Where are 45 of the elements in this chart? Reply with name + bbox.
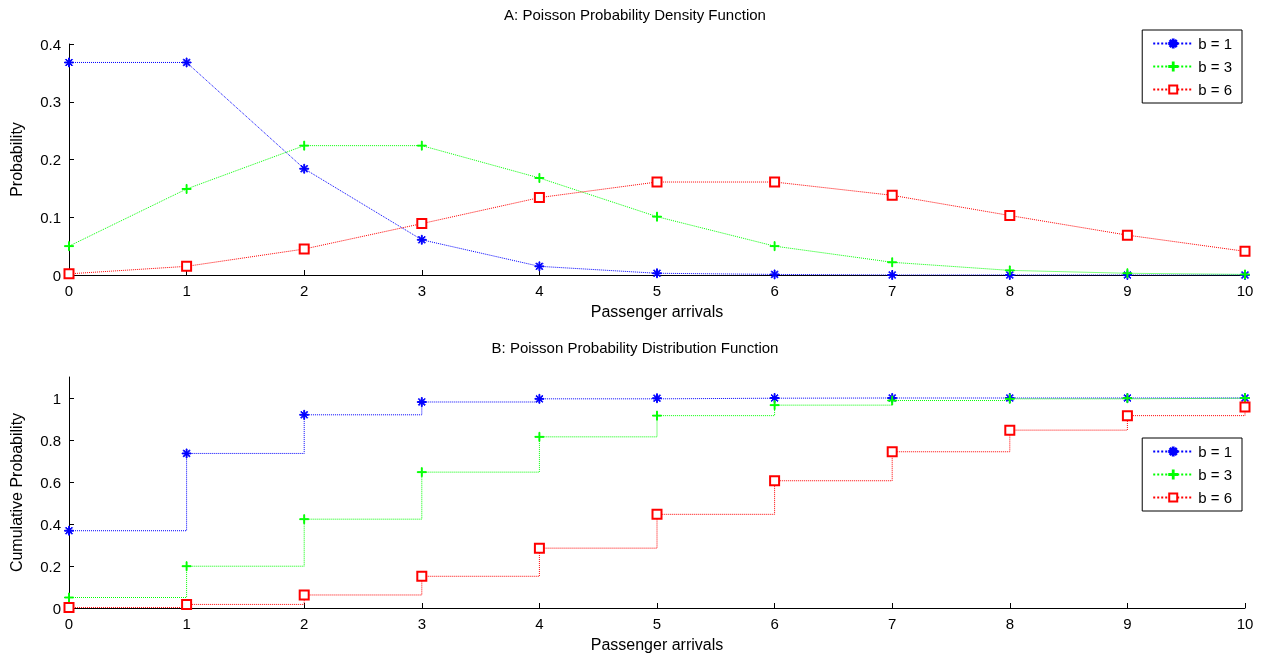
x-tick-label: 5 (652, 615, 662, 632)
legend-label: b = 1 (1198, 35, 1232, 52)
x-tick-label: 9 (1123, 615, 1132, 632)
legend-label: b = 3 (1198, 58, 1232, 75)
x-tick-label: 2 (300, 615, 309, 632)
x-tick-label: 3 (417, 282, 426, 299)
x-tick-label: 5 (652, 282, 662, 299)
legend-label: b = 6 (1198, 489, 1232, 506)
y-tick-label: 0 (52, 599, 61, 617)
y-tick-label: 0.3 (40, 93, 61, 111)
x-tick-label: 10 (1236, 615, 1254, 632)
x-tick-label: 7 (888, 282, 897, 299)
x-tick-label: 10 (1236, 282, 1254, 299)
y-axis-title: Probability (7, 122, 25, 197)
x-tick-label: 1 (182, 615, 191, 632)
legend-label: b = 3 (1198, 466, 1232, 483)
y-tick-label: 0.8 (40, 431, 61, 449)
x-tick-label: 0 (64, 282, 74, 299)
y-tick-label: 0.2 (40, 151, 61, 168)
y-axis-title: Cumulative Probability (7, 412, 25, 573)
legend-label: b = 6 (1198, 81, 1232, 98)
chart-title: A: Poisson Probability Density Function (504, 6, 766, 23)
chart-title: B: Poisson Probability Distribution Function (491, 339, 779, 356)
x-tick-label: 0 (64, 615, 74, 632)
y-tick-label: 0 (52, 266, 61, 284)
y-tick-label: 1 (52, 389, 61, 407)
x-tick-label: 6 (770, 282, 779, 299)
y-tick-label: 0.1 (40, 208, 61, 226)
x-tick-label: 4 (535, 282, 544, 299)
x-axis-title: Passenger arrivals (590, 635, 724, 653)
y-tick-label: 0.6 (40, 473, 61, 491)
x-tick-label: 3 (417, 615, 426, 632)
x-tick-label: 9 (1123, 282, 1132, 299)
y-tick-label: 0.2 (40, 557, 61, 575)
y-tick-label: 0.4 (40, 35, 61, 53)
legend-label: b = 1 (1198, 443, 1232, 460)
y-tick-label: 0.4 (40, 515, 61, 533)
x-tick-label: 7 (888, 615, 897, 632)
x-tick-label: 8 (1005, 615, 1014, 632)
x-axis-title: Passenger arrivals (590, 302, 724, 320)
x-tick-label: 8 (1005, 282, 1014, 299)
x-tick-label: 1 (182, 282, 191, 299)
x-tick-label: 6 (770, 615, 779, 632)
x-tick-label: 4 (535, 615, 544, 632)
x-tick-label: 2 (300, 282, 309, 299)
